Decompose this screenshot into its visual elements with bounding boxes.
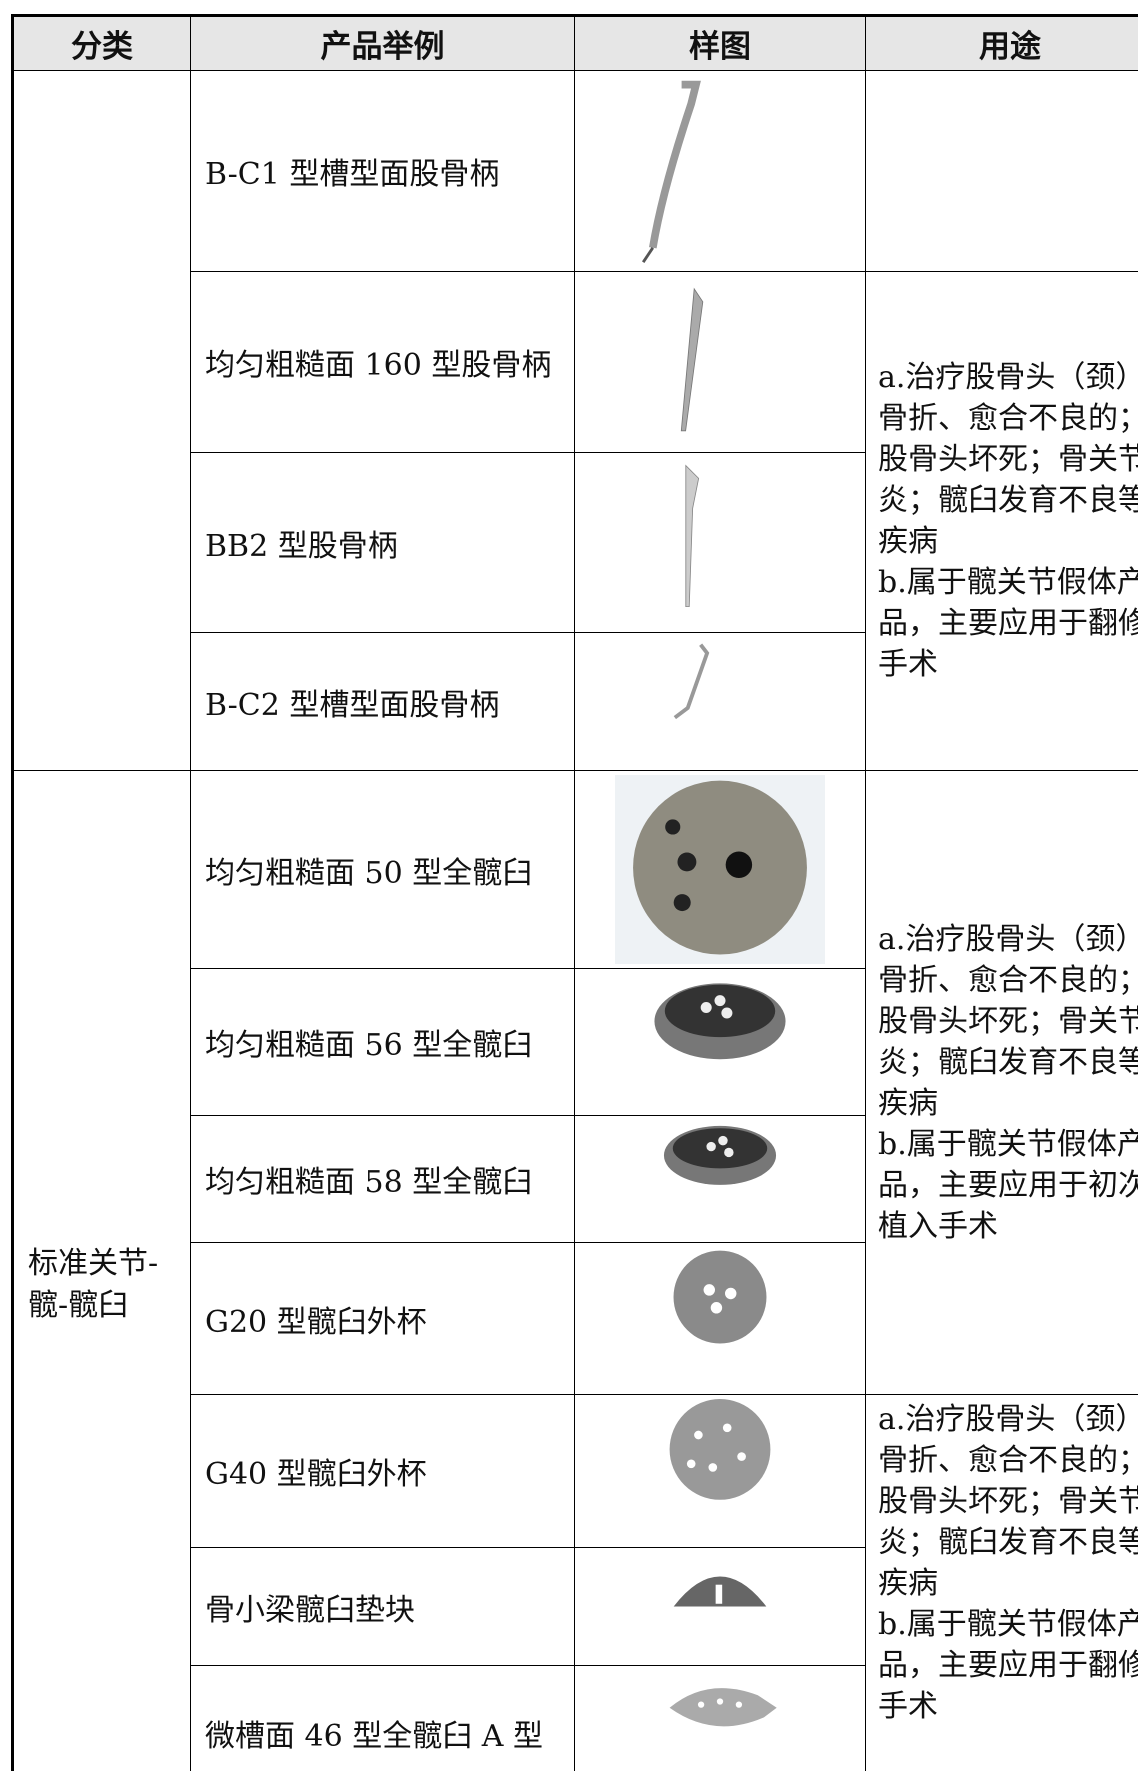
sample-cell [574, 1547, 866, 1666]
product-cell: B-C2 型槽型面股骨柄 [190, 632, 575, 771]
category-cell: 标准关节-髋-髋臼 [11, 770, 191, 1771]
sample-cell [574, 271, 866, 453]
sample-image [615, 775, 825, 964]
header-cell: 产品举例 [190, 14, 575, 71]
usage-a: a.治疗股骨头（颈）骨折、愈合不良的；股骨头坏死；骨关节炎；髋臼发育不良等疾病 [878, 1402, 1138, 1601]
sample-cell [574, 968, 866, 1116]
header-cell: 样图 [574, 14, 866, 71]
product-cell: 微槽面 46 型全髋臼 A 型 [190, 1665, 575, 1771]
sample-image [673, 643, 710, 720]
sample-image [669, 1399, 771, 1500]
sample-cell [574, 1115, 866, 1243]
sample-image [673, 1250, 767, 1344]
header-cell: 用途 [865, 14, 1138, 71]
product-cell: G40 型髋臼外杯 [190, 1394, 575, 1548]
sample-cell [574, 770, 866, 969]
product-cell: 均匀粗糙面 56 型全髋臼 [190, 968, 575, 1116]
product-cell: 均匀粗糙面 160 型股骨柄 [190, 271, 575, 453]
sample-image [654, 983, 786, 1060]
sample-image [663, 1125, 777, 1185]
sample-image [685, 464, 700, 608]
product-cell: 骨小梁髋臼垫块 [190, 1547, 575, 1666]
product-cell: 均匀粗糙面 50 型全髋臼 [190, 770, 575, 969]
sample-image [642, 80, 701, 263]
product-cell: BB2 型股骨柄 [190, 452, 575, 633]
sample-cell [574, 632, 866, 771]
sample-cell [574, 1394, 866, 1548]
sample-image [673, 1576, 767, 1607]
product-cell: B-C1 型槽型面股骨柄 [190, 70, 575, 272]
usage-cell: a.治疗股骨头（颈）骨折、愈合不良的；股骨头坏死；骨关节炎；髋臼发育不良等疾病 b… [865, 770, 1138, 1395]
sample-cell [574, 1665, 866, 1771]
sample-image [680, 287, 704, 432]
usage-b: b.属于髋关节假体产品，主要应用于翻修手术 [878, 1607, 1138, 1724]
category-cell [11, 70, 191, 771]
usage-a: a.治疗股骨头（颈）骨折、愈合不良的；股骨头坏死；骨关节炎；髋臼发育不良等疾病 [878, 921, 1138, 1121]
usage-b: b.属于髋关节假体产品，主要应用于初次植入手术 [878, 1126, 1138, 1244]
product-cell: G20 型髋臼外杯 [190, 1242, 575, 1395]
sample-cell [574, 70, 866, 272]
usage-cell: a.治疗股骨头（颈）骨折、愈合不良的；股骨头坏死；骨关节炎；髋臼发育不良等疾病 b… [865, 1394, 1138, 1771]
sample-cell [574, 1242, 866, 1395]
usage-cell [865, 70, 1138, 272]
sample-image [669, 1688, 777, 1727]
usage-cell: a.治疗股骨头（颈）骨折、愈合不良的；股骨头坏死；骨关节炎；髋臼发育不良等疾病 b… [865, 271, 1138, 771]
product-cell: 均匀粗糙面 58 型全髋臼 [190, 1115, 575, 1243]
usage-a: a.治疗股骨头（颈）骨折、愈合不良的；股骨头坏死；骨关节炎；髋臼发育不良等疾病 [878, 360, 1138, 559]
sample-cell [574, 452, 866, 633]
usage-b: b.属于髋关节假体产品，主要应用于翻修手术 [878, 565, 1138, 682]
header-cell: 分类 [11, 14, 191, 71]
